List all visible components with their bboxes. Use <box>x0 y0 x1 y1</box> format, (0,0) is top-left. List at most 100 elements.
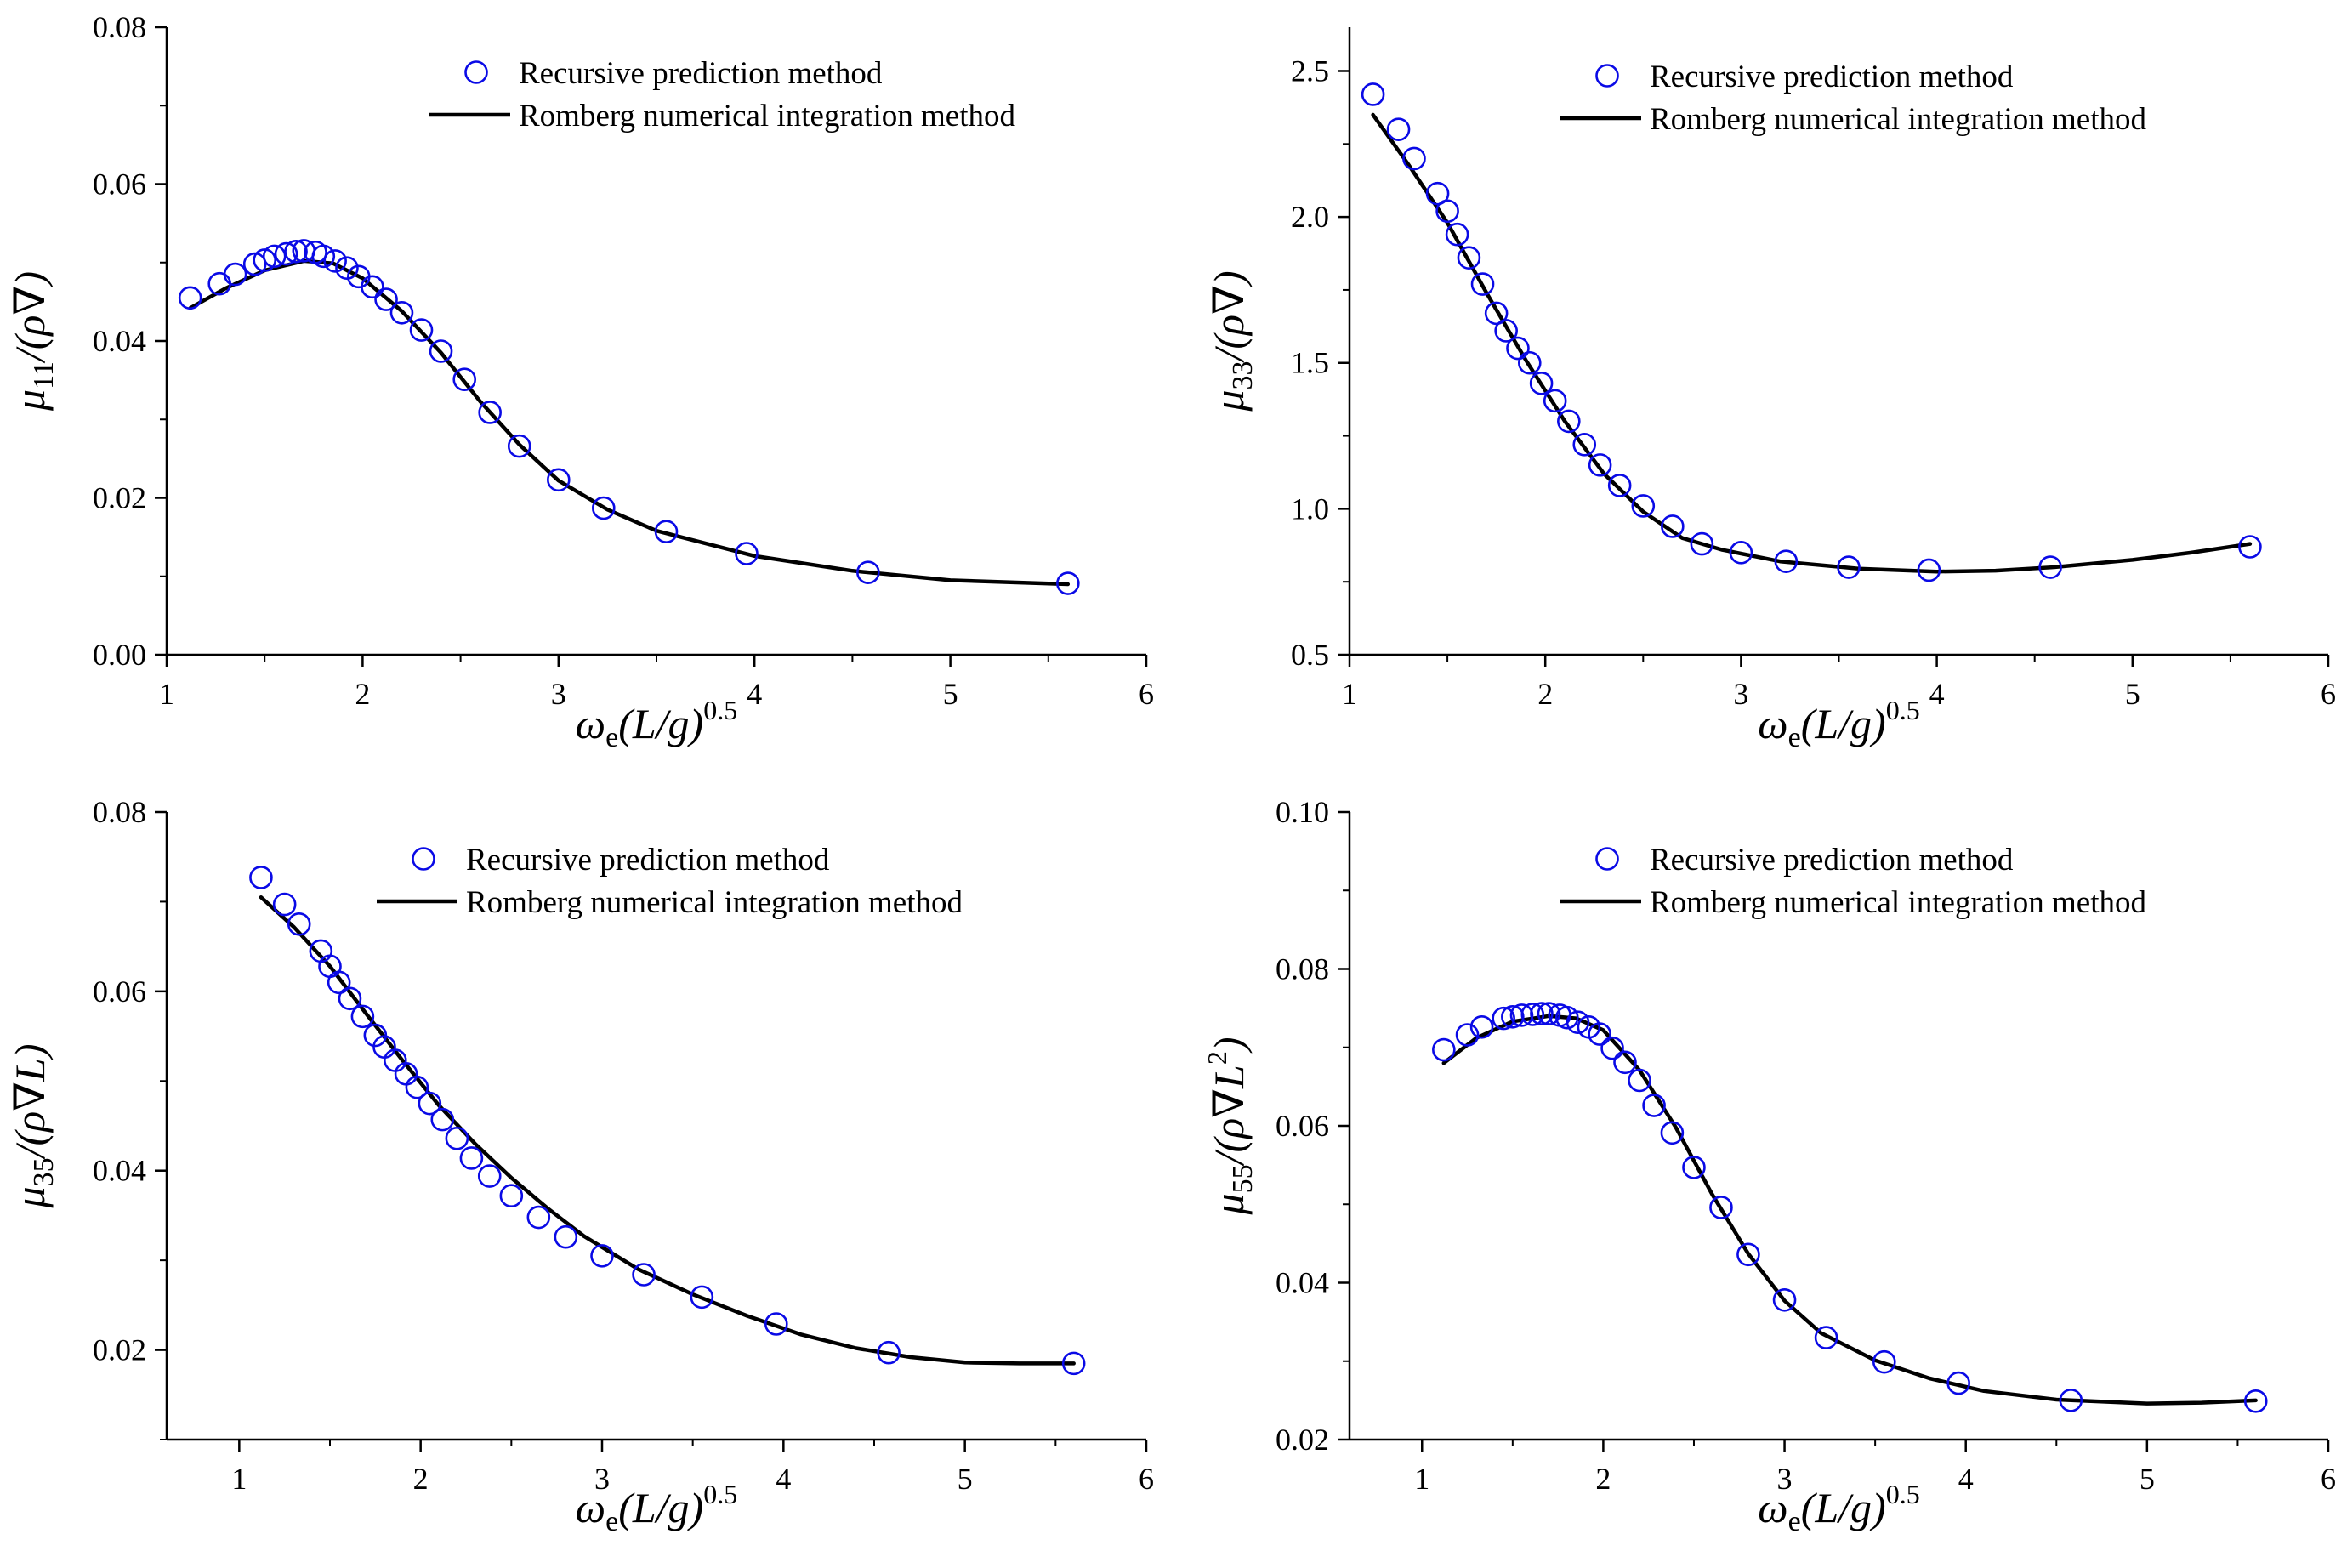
data-point-recursive <box>1607 474 1632 497</box>
data-point-recursive <box>1690 531 1714 556</box>
y-tick-label: 0.06 <box>93 974 146 1008</box>
data-point-recursive <box>287 912 311 936</box>
legend: Recursive prediction method Romberg numer… <box>1560 60 2146 137</box>
chart-panel-mu55: 1 2 3 4 5 6 0.02 0.04 0.06 0.08 0.10 Recursive pred… <box>1202 795 2336 1537</box>
data-point-recursive <box>1554 1005 1579 1030</box>
x-tick-label: 1 <box>231 1462 247 1496</box>
data-point-recursive <box>1946 1371 1970 1395</box>
data-point-recursive <box>735 542 759 565</box>
data-point-recursive <box>856 560 880 584</box>
x-tick-label: 6 <box>1139 1462 1154 1496</box>
legend: Recursive prediction method Romberg numer… <box>429 56 1015 134</box>
data-point-recursive <box>1613 1050 1637 1075</box>
data-point-recursive <box>1872 1349 1896 1374</box>
legend-label: Recursive prediction method <box>466 843 830 878</box>
x-label-body: (L/g) <box>1801 700 1886 747</box>
y-label-mu: μ <box>6 389 54 412</box>
x-label-body: (L/g) <box>1801 1484 1886 1531</box>
data-point-recursive <box>1572 433 1597 457</box>
y-tick-label: 0.06 <box>1276 1109 1329 1143</box>
data-point-recursive <box>223 262 247 287</box>
x-tick-label: 6 <box>2321 677 2336 711</box>
legend-label: Recursive prediction method <box>1650 843 2014 878</box>
data-point-recursive <box>335 256 359 281</box>
data-point-recursive <box>690 1285 714 1310</box>
data-point-recursive <box>1772 1287 1797 1312</box>
data-point-recursive <box>1455 1023 1480 1047</box>
data-point-recursive <box>1736 1242 1760 1267</box>
data-point-recursive <box>1600 1036 1624 1060</box>
y-tick-label: 1.5 <box>1291 346 1329 380</box>
x-label-subscript: e <box>605 722 618 753</box>
data-point-recursive <box>1642 1094 1666 1117</box>
y-axis-label: μ35/(ρ∇L) <box>6 1043 60 1208</box>
data-point-recursive <box>1494 319 1518 343</box>
y-label-subscript: 33 <box>1227 361 1259 390</box>
x-tick-label: 6 <box>1139 677 1154 711</box>
x-label-subscript: e <box>1788 1506 1801 1537</box>
legend-label: Romberg numerical integration method <box>519 99 1015 134</box>
y-tick-label: 0.08 <box>93 795 146 829</box>
x-tick-label: 2 <box>1537 677 1553 711</box>
data-point-recursive <box>554 1224 578 1249</box>
data-point-recursive <box>1837 555 1861 579</box>
legend-marker-icon <box>1595 64 1619 88</box>
data-point-recursive <box>1588 453 1612 477</box>
data-point-recursive <box>1425 181 1450 206</box>
data-point-recursive <box>1361 82 1385 106</box>
x-label-omega: ω <box>1758 700 1787 747</box>
data-point-recursive <box>654 520 679 543</box>
x-tick-label: 2 <box>355 677 370 711</box>
x-tick-label: 6 <box>2321 1462 2336 1496</box>
data-point-recursive <box>2238 535 2262 559</box>
y-axis-label: μ55/(ρ∇L2) <box>1202 1037 1259 1215</box>
x-tick-label: 5 <box>2140 1462 2155 1496</box>
y-label-body: /(ρ∇) <box>6 271 54 364</box>
x-label-superscript: 0.5 <box>703 695 737 725</box>
data-point-recursive <box>242 252 267 276</box>
x-label-superscript: 0.5 <box>1886 695 1920 725</box>
data-point-recursive <box>1517 350 1542 375</box>
data-point-recursive <box>262 244 287 269</box>
x-tick-label: 3 <box>1733 677 1748 711</box>
x-tick-label: 5 <box>2125 677 2140 711</box>
y-tick-label: 0.08 <box>1276 952 1329 986</box>
data-point-recursive <box>1402 146 1426 171</box>
y-tick-label: 1.0 <box>1291 491 1329 526</box>
legend: Recursive prediction method Romberg numer… <box>377 843 963 920</box>
legend-marker-icon <box>464 60 488 84</box>
data-point-recursive <box>249 866 273 889</box>
x-axis-label: ωe(L/g)0.5 <box>576 1479 737 1537</box>
x-label-subscript: e <box>605 1506 618 1537</box>
data-point-recursive <box>452 367 477 392</box>
legend: Recursive prediction method Romberg numer… <box>1560 843 2146 920</box>
data-point-recursive <box>1386 117 1411 141</box>
y-tick-label: 0.5 <box>1291 638 1329 672</box>
y-tick-label: 0.00 <box>93 638 146 672</box>
x-label-omega: ω <box>576 700 605 747</box>
y-label-subscript: 35 <box>28 1157 60 1186</box>
data-point-recursive <box>1484 301 1509 326</box>
y-label-mu: μ <box>1205 390 1253 412</box>
data-point-recursive <box>546 468 571 492</box>
data-point-recursive <box>526 1205 551 1230</box>
y-tick-label: 2.5 <box>1291 54 1329 88</box>
y-label-close: ) <box>1205 1037 1253 1054</box>
chart-panel-mu35: 1 2 3 4 5 6 0.02 0.04 0.06 0.08 Recursive predicti… <box>6 795 1154 1537</box>
data-point-recursive <box>178 286 202 310</box>
data-point-recursive <box>430 1107 455 1132</box>
data-point-recursive <box>1492 1006 1515 1031</box>
chart-panel-mu11: 1 2 3 4 5 6 0.00 0.02 0.04 0.06 0.08 Recursive pred… <box>6 10 1154 753</box>
x-axis-label: ωe(L/g)0.5 <box>576 695 737 753</box>
data-point-recursive <box>2059 1389 2083 1412</box>
data-point-recursive <box>338 986 362 1011</box>
x-label-subscript: e <box>1788 722 1801 753</box>
series-line-romberg <box>1441 1014 2258 1406</box>
data-point-recursive <box>1470 272 1495 296</box>
legend-label: Romberg numerical integration method <box>1650 885 2146 920</box>
data-point-recursive <box>1432 1037 1456 1062</box>
data-point-recursive <box>877 1340 901 1365</box>
data-point-recursive <box>418 1091 442 1116</box>
data-point-recursive <box>1814 1326 1838 1349</box>
x-tick-label: 2 <box>413 1462 429 1496</box>
